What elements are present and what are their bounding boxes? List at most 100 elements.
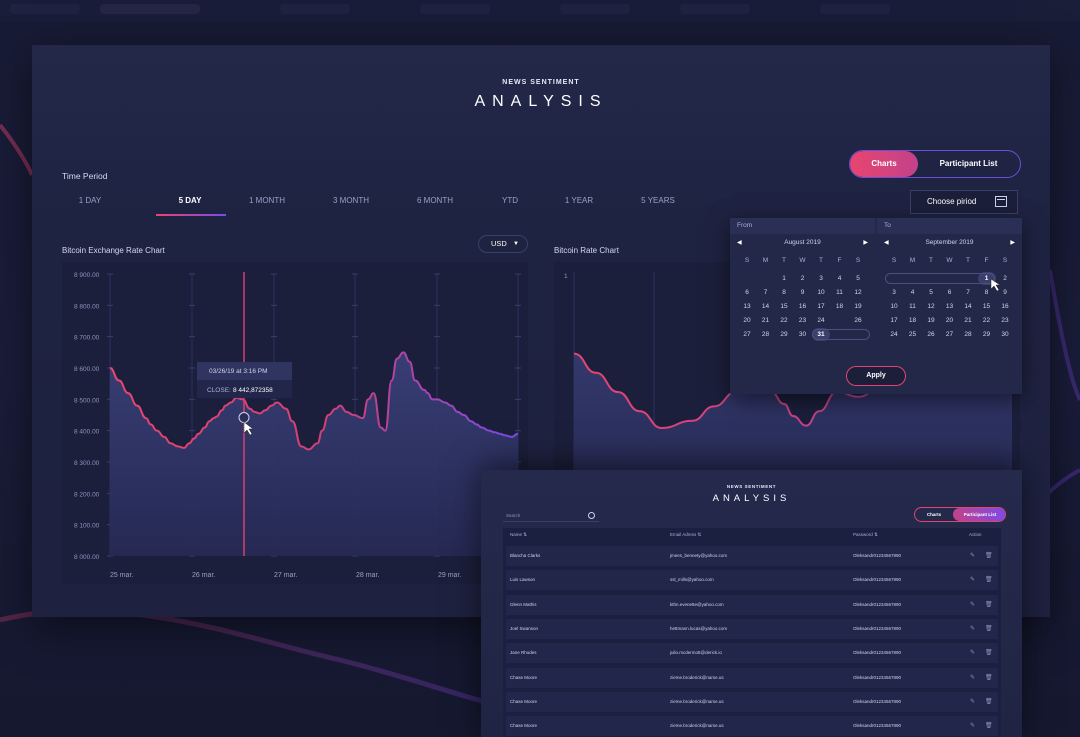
calendar-day[interactable]: 10 bbox=[890, 303, 898, 310]
calendar-day[interactable]: 26 bbox=[854, 317, 862, 324]
calendar-day[interactable]: 22 bbox=[780, 317, 788, 324]
calendar-day[interactable]: 30 bbox=[798, 331, 807, 338]
calendar-day[interactable]: 12 bbox=[854, 289, 862, 296]
next-month-icon[interactable]: ▶ bbox=[863, 240, 868, 246]
table-row[interactable]: Chase Moore zieme.broderick@name.us Oleksa… bbox=[506, 691, 998, 712]
calendar-day[interactable]: 9 bbox=[800, 289, 805, 296]
calendar-day[interactable]: 8 bbox=[782, 289, 786, 296]
calendar-day[interactable]: 4 bbox=[910, 289, 915, 296]
calendar-day[interactable]: 12 bbox=[927, 303, 935, 310]
calendar-day[interactable]: 2 bbox=[800, 275, 805, 282]
calendar-day[interactable]: 5 bbox=[856, 275, 860, 282]
table-row[interactable]: Chase Moore zieme.broderick@name.us Oleksa… bbox=[506, 716, 998, 737]
calendar-day[interactable]: 16 bbox=[798, 303, 807, 310]
calendar-day[interactable]: 3 bbox=[892, 289, 896, 296]
edit-icon[interactable]: ✎ bbox=[970, 553, 976, 559]
prev-month-icon[interactable]: ◀ bbox=[737, 240, 742, 246]
calendar-day[interactable]: 17 bbox=[890, 317, 898, 324]
delete-icon[interactable]: 🗑 bbox=[985, 722, 993, 730]
edit-icon[interactable]: ✎ bbox=[970, 674, 976, 681]
calendar-day[interactable]: 2 bbox=[1003, 275, 1007, 282]
delete-icon[interactable]: 🗑 bbox=[985, 649, 993, 657]
table-row[interactable]: Luis Lawson ssl_mills@yahoo.com Oleksandr0… bbox=[506, 570, 998, 591]
participant-list-toggle-button[interactable]: Participant List bbox=[953, 508, 1005, 521]
calendar-day[interactable]: 8 bbox=[984, 289, 989, 296]
tab-5-day[interactable]: 5 DAY bbox=[178, 196, 202, 205]
calendar-day[interactable]: 29 bbox=[982, 331, 991, 338]
edit-icon[interactable]: ✎ bbox=[970, 698, 976, 705]
tab-3-month[interactable]: 3 MONTH bbox=[333, 196, 369, 205]
edit-icon[interactable]: ✎ bbox=[970, 601, 976, 608]
calendar-day[interactable]: 18 bbox=[908, 317, 917, 324]
calendar-day[interactable]: 10 bbox=[817, 289, 825, 296]
delete-icon[interactable]: 🗑 bbox=[985, 697, 993, 705]
charts-toggle-button[interactable]: Charts bbox=[850, 151, 918, 177]
search-input[interactable]: Search bbox=[503, 510, 599, 522]
calendar-day[interactable]: 1 bbox=[782, 275, 786, 282]
delete-icon[interactable]: 🗑 bbox=[985, 552, 993, 559]
apply-button[interactable]: Apply bbox=[846, 366, 906, 386]
edit-icon[interactable]: ✎ bbox=[970, 577, 976, 584]
tab-5-years[interactable]: 5 YEARS bbox=[641, 196, 675, 205]
edit-icon[interactable]: ✎ bbox=[970, 723, 976, 730]
delete-icon[interactable]: 🗑 bbox=[985, 600, 993, 608]
calendar-day[interactable]: 13 bbox=[945, 303, 954, 310]
calendar-day[interactable]: 6 bbox=[745, 289, 749, 296]
calendar-day[interactable]: 11 bbox=[909, 303, 916, 310]
calendar-day[interactable]: 14 bbox=[964, 303, 972, 310]
calendar-day[interactable]: 18 bbox=[835, 303, 844, 310]
calendar-day[interactable]: 5 bbox=[929, 289, 933, 296]
calendar-day[interactable]: 29 bbox=[780, 331, 788, 338]
delete-icon[interactable]: 🗑 bbox=[985, 624, 993, 632]
calendar-day[interactable]: 11 bbox=[836, 289, 843, 296]
tab-1-month[interactable]: 1 MONTH bbox=[249, 196, 285, 205]
currency-select[interactable]: USD ▼ bbox=[478, 235, 528, 253]
calendar-day[interactable]: 15 bbox=[982, 303, 991, 310]
tab-1-year[interactable]: 1 YEAR bbox=[564, 196, 594, 205]
calendar-day[interactable]: 24 bbox=[817, 317, 825, 324]
choose-period-button[interactable]: Choose piriod bbox=[910, 190, 1018, 214]
delete-icon[interactable]: 🗑 bbox=[985, 576, 993, 584]
calendar-day[interactable]: 6 bbox=[947, 289, 952, 296]
calendar-day[interactable]: 24 bbox=[890, 331, 898, 338]
calendar-day[interactable]: 4 bbox=[837, 275, 842, 282]
tab-1-day[interactable]: 1 DAY bbox=[78, 196, 102, 205]
edit-icon[interactable]: ✎ bbox=[970, 650, 976, 657]
delete-icon[interactable]: 🗑 bbox=[985, 673, 993, 681]
table-row[interactable]: Glenn Mathis kthn.evenette@yahoo.com Oleks… bbox=[506, 594, 998, 615]
calendar-day[interactable]: 7 bbox=[763, 289, 768, 296]
edit-icon[interactable]: ✎ bbox=[970, 625, 976, 632]
calendar-day[interactable]: 17 bbox=[817, 303, 825, 310]
participant-list-toggle-button[interactable]: Participant List bbox=[939, 159, 998, 168]
calendar-day[interactable]: 30 bbox=[1001, 331, 1009, 338]
column-header-password[interactable]: Password ⇅ bbox=[853, 532, 878, 537]
calendar-day[interactable]: 26 bbox=[927, 331, 935, 338]
calendar-day[interactable]: 9 bbox=[1003, 289, 1007, 296]
calendar-day[interactable]: 28 bbox=[964, 331, 972, 338]
table-row[interactable]: Chase Moore zieme.broderick@name.us Oleksa… bbox=[506, 667, 998, 688]
calendar-day[interactable]: 25 bbox=[908, 331, 917, 338]
calendar-day[interactable]: 20 bbox=[743, 317, 751, 324]
calendar-day[interactable]: 20 bbox=[945, 317, 954, 324]
calendar-day[interactable]: 23 bbox=[1001, 317, 1009, 324]
calendar-day[interactable]: 27 bbox=[743, 331, 751, 338]
calendar-day[interactable]: 21 bbox=[964, 317, 972, 324]
calendar-day[interactable]: 13 bbox=[743, 303, 751, 310]
calendar-day[interactable]: 21 bbox=[761, 317, 770, 324]
next-month-icon[interactable]: ▶ bbox=[1010, 240, 1015, 246]
calendar-day[interactable]: 22 bbox=[982, 317, 991, 324]
calendar-day[interactable]: 14 bbox=[761, 303, 770, 310]
calendar-day[interactable]: 28 bbox=[761, 331, 770, 338]
calendar-day[interactable]: 15 bbox=[780, 303, 788, 310]
table-row[interactable]: Blancha Clarks jmees_bennety@yahoo.com Ole… bbox=[506, 546, 998, 566]
calendar-day[interactable]: 23 bbox=[798, 317, 807, 324]
calendar-day[interactable]: 16 bbox=[1001, 303, 1009, 310]
calendar-day[interactable]: 3 bbox=[819, 275, 823, 282]
hover-point[interactable] bbox=[238, 412, 250, 424]
calendar-day[interactable]: 27 bbox=[945, 331, 954, 338]
tab-6-month[interactable]: 6 MONTH bbox=[417, 196, 453, 205]
prev-month-icon[interactable]: ◀ bbox=[884, 240, 889, 246]
column-header-name[interactable]: Name ⇅ bbox=[510, 532, 528, 537]
table-row[interactable]: Joel Swanson hettmann.lucas@yahoo.com Olek… bbox=[506, 618, 998, 639]
calendar-day[interactable]: 19 bbox=[854, 303, 862, 310]
